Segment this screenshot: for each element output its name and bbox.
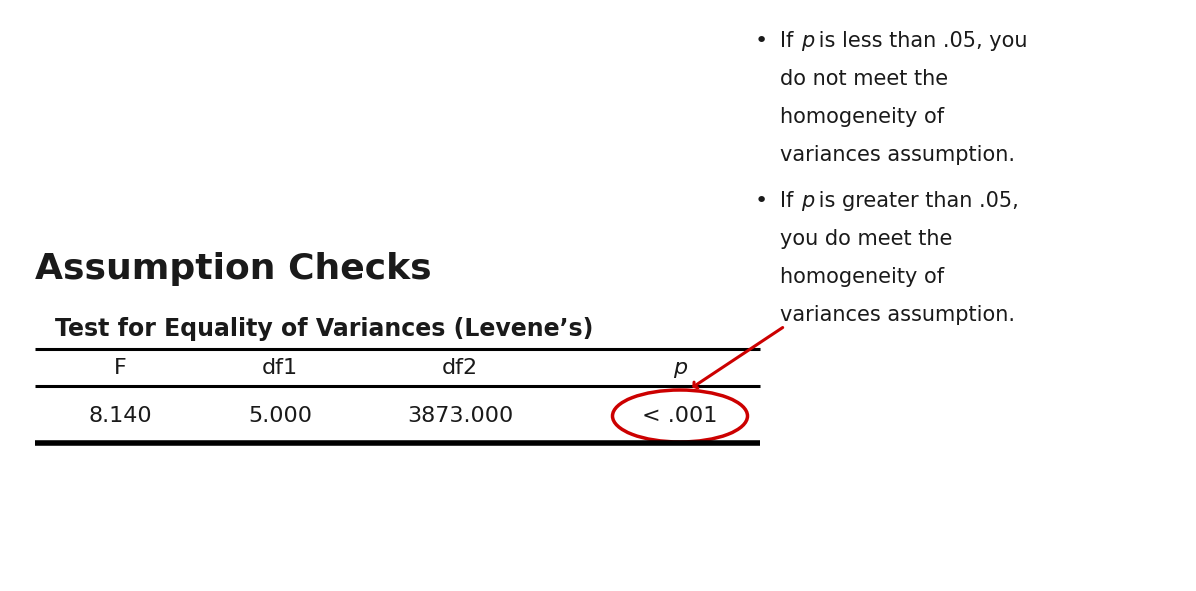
Text: homogeneity of: homogeneity of <box>780 107 944 127</box>
Text: If: If <box>780 191 800 211</box>
Text: is less than .05, you: is less than .05, you <box>812 31 1029 51</box>
Text: •: • <box>755 31 768 51</box>
Text: If: If <box>780 31 800 51</box>
Text: df1: df1 <box>262 358 298 378</box>
Text: •: • <box>755 191 768 211</box>
Text: Test for Equality of Variances (Levene’s): Test for Equality of Variances (Levene’s… <box>55 317 593 341</box>
Text: p: p <box>673 358 687 378</box>
Text: < .001: < .001 <box>642 406 718 426</box>
Text: is greater than .05,: is greater than .05, <box>812 191 1019 211</box>
Text: Assumption Checks: Assumption Checks <box>35 252 432 286</box>
Text: you do meet the: you do meet the <box>780 229 952 249</box>
Text: df2: df2 <box>443 358 478 378</box>
Text: variances assumption.: variances assumption. <box>780 145 1015 165</box>
Text: homogeneity of: homogeneity of <box>780 267 944 287</box>
Text: do not meet the: do not meet the <box>780 69 948 89</box>
Text: 3873.000: 3873.000 <box>407 406 513 426</box>
Text: 5.000: 5.000 <box>248 406 312 426</box>
Text: F: F <box>114 358 127 378</box>
Text: 8.140: 8.140 <box>89 406 152 426</box>
Text: p: p <box>801 191 814 211</box>
Text: p: p <box>801 31 814 51</box>
Text: variances assumption.: variances assumption. <box>780 305 1015 325</box>
